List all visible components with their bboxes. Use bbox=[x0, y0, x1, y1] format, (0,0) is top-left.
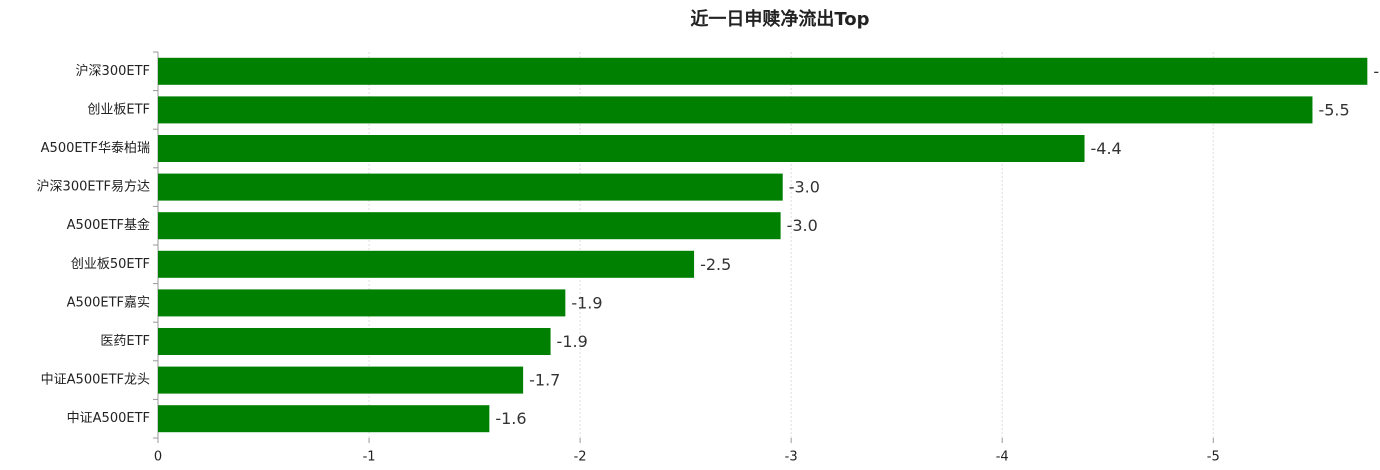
chart-title: 近一日申赎净流出Top bbox=[690, 8, 869, 30]
value-label: -1.9 bbox=[571, 293, 602, 312]
bar bbox=[158, 289, 566, 317]
x-tick-label: -5 bbox=[1207, 450, 1220, 465]
y-tick-label: 创业板ETF bbox=[87, 102, 150, 117]
y-tick-label: A500ETF华泰柏瑞 bbox=[41, 141, 150, 156]
y-tick-label: 沪深300ETF bbox=[76, 63, 150, 79]
value-label: -5.7 bbox=[1373, 62, 1380, 81]
value-label: -2.5 bbox=[700, 255, 731, 274]
y-tick-label: A500ETF基金 bbox=[67, 217, 150, 233]
x-tick-label: -2 bbox=[574, 450, 587, 465]
value-label: -1.9 bbox=[557, 332, 588, 351]
bar bbox=[158, 134, 1085, 163]
x-tick-label: -3 bbox=[785, 450, 798, 465]
value-label: -1.6 bbox=[495, 409, 526, 428]
bar bbox=[158, 366, 524, 394]
bar bbox=[158, 57, 1368, 85]
bar bbox=[158, 96, 1313, 124]
y-tick-label: 中证A500ETF龙头 bbox=[41, 373, 150, 388]
x-tick-label: -4 bbox=[996, 450, 1009, 465]
bar bbox=[158, 405, 490, 433]
value-label: -3.0 bbox=[787, 216, 818, 235]
bar bbox=[158, 250, 695, 278]
bar bbox=[158, 212, 781, 240]
x-tick-label: 0 bbox=[154, 450, 162, 465]
y-tick-label: 沪深300ETF易方达 bbox=[37, 179, 150, 195]
y-tick-label: 中证A500ETF bbox=[67, 411, 150, 426]
y-tick-label: A500ETF嘉实 bbox=[67, 295, 150, 310]
value-label: -3.0 bbox=[789, 178, 820, 197]
value-label: -5.5 bbox=[1318, 100, 1349, 119]
bar bbox=[158, 327, 551, 356]
y-tick-label: 医药ETF bbox=[100, 334, 150, 349]
y-tick-label: 创业板50ETF bbox=[71, 257, 150, 272]
bar bbox=[158, 173, 783, 201]
x-tick-label: -1 bbox=[363, 450, 376, 465]
value-label: -1.7 bbox=[529, 371, 560, 390]
value-label: -4.4 bbox=[1091, 139, 1122, 158]
